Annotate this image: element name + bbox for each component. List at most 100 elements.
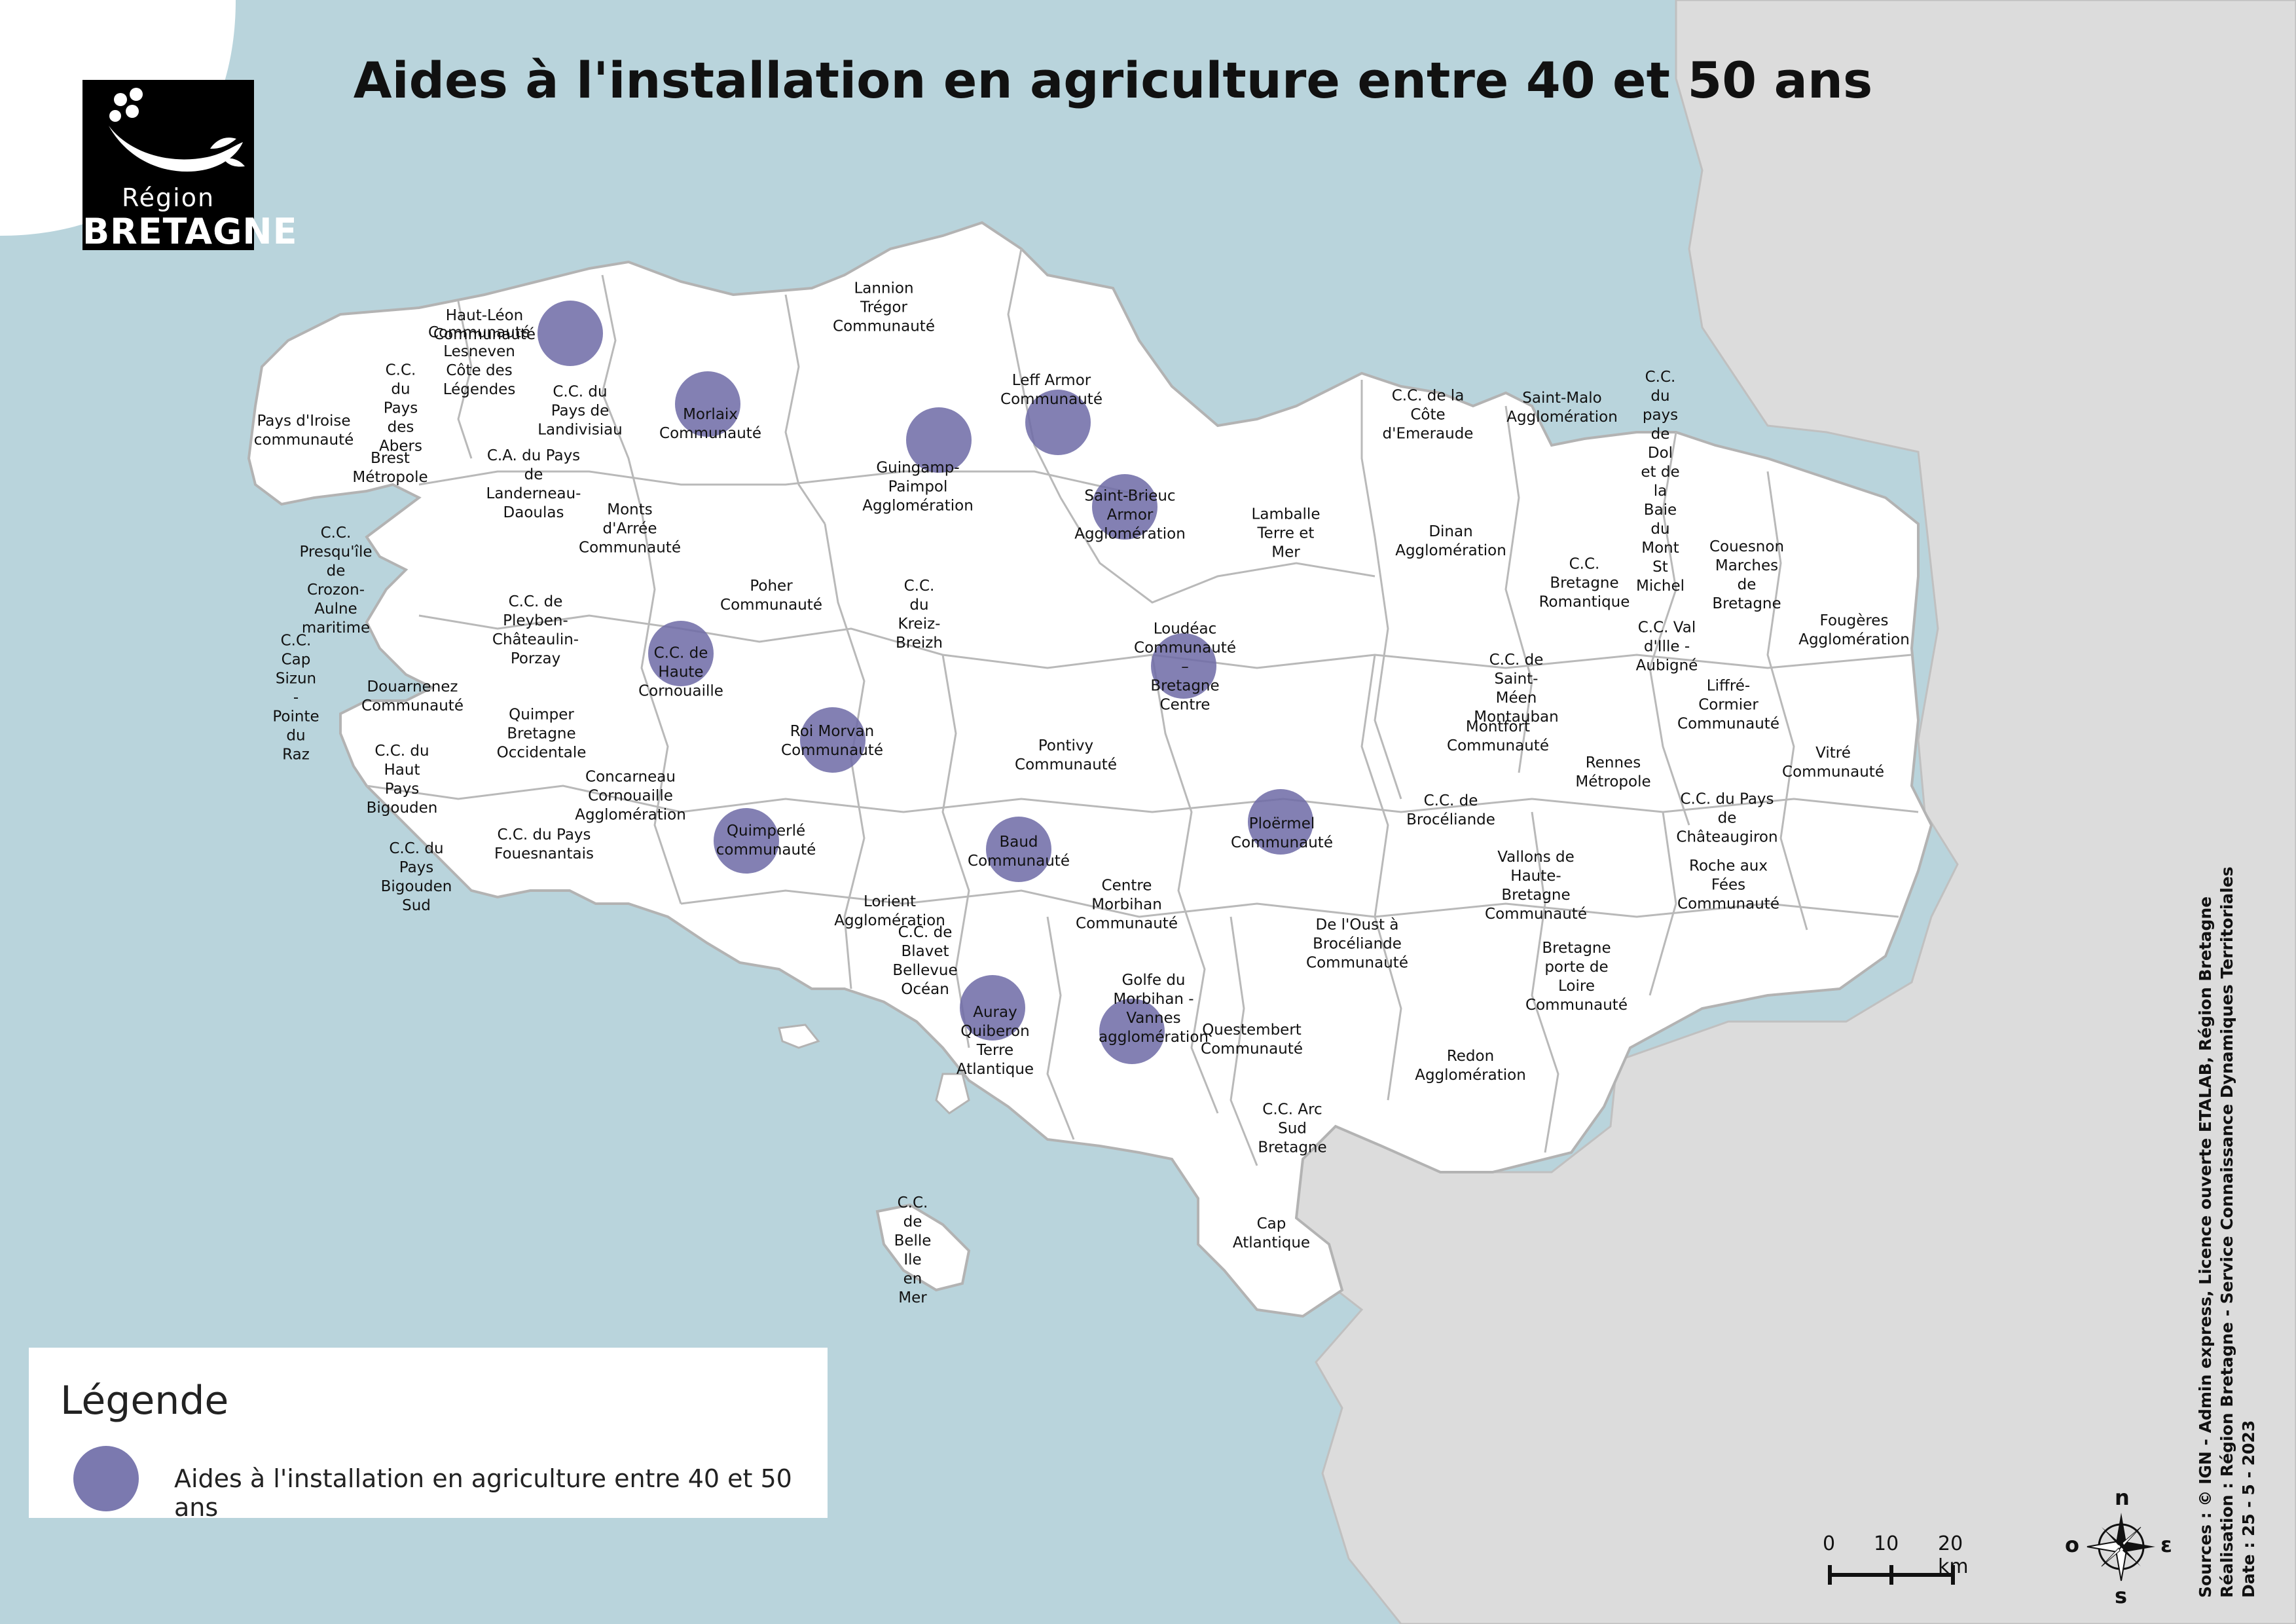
territory-label: Roche aux Fées Communauté [1677, 857, 1779, 913]
aid-marker[interactable] [538, 301, 603, 366]
territory-label: Lannion Trégor Communauté [833, 280, 935, 335]
aid-marker[interactable] [1151, 633, 1216, 699]
scale-tick [1889, 1565, 1893, 1585]
territory-label: C.C. de Saint-Méen Montauban [1474, 652, 1559, 726]
territory-label: Saint-Brieuc Armor Agglomération [1074, 487, 1186, 543]
logo-region-text: Région [121, 183, 215, 212]
territory-label: Lorient Agglomération [834, 893, 945, 929]
territory-label: C.C. de Pleyben-Châteaulin-Porzay [492, 593, 579, 667]
territory-label: C.C. Presqu'île de Crozon-Aulne maritime [299, 525, 373, 637]
territory-label: C.C. de la Côte d'Emeraude [1382, 387, 1474, 443]
aid-marker[interactable] [675, 371, 740, 437]
territory-label: Poher Communauté [720, 578, 822, 614]
territory-label: Monts d'Arrée Communauté [579, 501, 681, 557]
territory-label: Leff Armor Communauté [1000, 372, 1102, 408]
territory-label: Communauté Lesneven Côte des Légendes [428, 324, 530, 398]
territory-label: C.C. du Pays de Landivisiau [538, 383, 623, 439]
territory-label: C.C. de Blavet Bellevue Océan [892, 924, 958, 998]
legend-title: Légende [60, 1378, 229, 1424]
compass-north: n [2115, 1485, 2130, 1510]
region-bretagne-logo: Région BRETAGNE [82, 80, 297, 252]
territory-label: Lamballe Terre et Mer [1251, 506, 1321, 561]
territory-label: C.C. de Belle Ile en Mer [894, 1194, 932, 1306]
aid-marker[interactable] [1099, 999, 1165, 1064]
territory-label: C.C. du Pays Bigouden Sud [380, 840, 452, 914]
logo-emblem [109, 88, 245, 172]
territory-label: Quimper Bretagne Occidentale [496, 706, 587, 762]
credits-sources: Sources : © IGN - Admin express, Licence… [2196, 896, 2215, 1598]
territory-label: Saint-Malo Agglomération [1506, 390, 1618, 426]
territory-label: Liffré-Cormier Communauté [1677, 677, 1779, 733]
aid-marker[interactable] [1248, 789, 1313, 855]
compass-east: ε [2160, 1532, 2172, 1557]
compass-west: o [2065, 1532, 2079, 1557]
territory-label: Centre Morbihan Communauté [1076, 877, 1178, 932]
territory-label: C.C. du Kreiz-Breizh [896, 578, 943, 652]
territory-label: Questembert Communauté [1201, 1022, 1303, 1058]
scale-label-10: 10 [1874, 1532, 1899, 1555]
territory-label: Vitré Communauté [1782, 745, 1884, 781]
territory-label: C.C. Arc Sud Bretagne [1258, 1101, 1327, 1156]
territory-label: Auray Quiberon Terre Atlantique [956, 1004, 1034, 1078]
belle-ile-land [875, 1203, 971, 1292]
credits-realisation: Réalisation : Région Bretagne - Service … [2217, 866, 2236, 1598]
territory-label: C.C. du Pays Fouesnantais [494, 826, 594, 862]
compass-south: s [2115, 1583, 2128, 1608]
aid-marker[interactable] [960, 975, 1025, 1041]
territory-label: Vallons de Haute-Bretagne Communauté [1485, 849, 1587, 923]
legend: Légende Aides à l'installation en agricu… [29, 1348, 828, 1522]
island-shape [935, 1073, 970, 1115]
legend-circle-symbol [73, 1446, 139, 1511]
territory-label: C.C. du Pays des Abers [379, 361, 422, 455]
territory-label: C.C. Bretagne Romantique [1539, 555, 1630, 611]
territory-label: C.C. de Brocéliande [1406, 792, 1495, 828]
territory-label: Brest Métropole [352, 450, 428, 486]
territory-label: C.C. du pays de Dol et de la Baie du Mon… [1636, 369, 1685, 595]
compass-rose: n ε s o [2062, 1485, 2180, 1608]
territory-label: Morlaix Communauté [659, 406, 761, 442]
aid-marker[interactable] [714, 808, 779, 874]
aid-marker[interactable] [648, 621, 714, 686]
scale-bar: 0 10 20 km [1820, 1532, 1971, 1591]
territory-label: C.C. du Pays de Châteaugiron [1676, 790, 1778, 846]
territory-label: C.C. de Haute Cornouaille [638, 644, 723, 700]
territory-label: C.C. Val d'Ille - Aubigné [1635, 619, 1698, 674]
territory-label: C.C. Cap Sizun - Pointe du Raz [272, 632, 319, 764]
territory-label: Loudéac Communauté – Bretagne Centre [1134, 620, 1236, 714]
territory-label: Cap Atlantique [1232, 1215, 1311, 1251]
territory-label: Haut-Léon Communauté [433, 307, 536, 343]
territory-label: Dinan Agglomération [1395, 523, 1506, 559]
territory-label: Quimperlé communauté [716, 822, 816, 858]
territory-label: Douarnenez Communauté [361, 678, 464, 714]
aid-marker[interactable] [800, 707, 866, 773]
aid-marker[interactable] [986, 817, 1051, 882]
territory-label: Montfort Communauté [1447, 718, 1549, 754]
map-credits: Sources : © IGN - Admin express, Licence… [2195, 866, 2258, 1598]
territory-label: Ploërmel Communauté [1231, 815, 1333, 851]
territory-label: Pontivy Communauté [1015, 737, 1117, 773]
bretagne-land [247, 221, 1933, 1318]
territory-label: Baud Communauté [968, 834, 1070, 870]
territory-label: Couesnon Marches de Bretagne [1709, 538, 1785, 612]
territory-label: Rennes Métropole [1575, 754, 1651, 790]
territory-label: Guingamp-Paimpol Agglomération [862, 459, 974, 515]
scale-tick [1951, 1565, 1955, 1585]
scale-label-0: 0 [1823, 1532, 1836, 1555]
territory-label: Concarneau Cornouaille Agglomération [575, 768, 686, 824]
credits-date: Date : 25 - 5 - 2023 [2239, 1420, 2258, 1598]
compass-icon [2086, 1513, 2155, 1581]
territory-label: C.C. du Haut Pays Bigouden [366, 743, 438, 817]
territory-label: Pays d'Iroise communauté [253, 413, 354, 449]
island-shape [778, 1024, 820, 1049]
territory-label: Bretagne porte de Loire Communauté [1525, 940, 1628, 1014]
scale-tick [1828, 1565, 1832, 1585]
legend-item-label: Aides à l'installation en agriculture en… [174, 1464, 792, 1522]
map-title: Aides à l'installation en agriculture en… [353, 51, 1873, 109]
territory-label: Roi Morvan Communauté [781, 723, 883, 759]
aid-marker[interactable] [1025, 390, 1091, 455]
epci-boundaries [366, 248, 1919, 1166]
aid-marker[interactable] [906, 407, 972, 473]
aid-marker[interactable] [1092, 474, 1157, 540]
territory-label: Golfe du Morbihan - Vannes agglomération [1099, 972, 1209, 1046]
territory-label: De l'Oust à Brocéliande Communauté [1306, 916, 1408, 972]
